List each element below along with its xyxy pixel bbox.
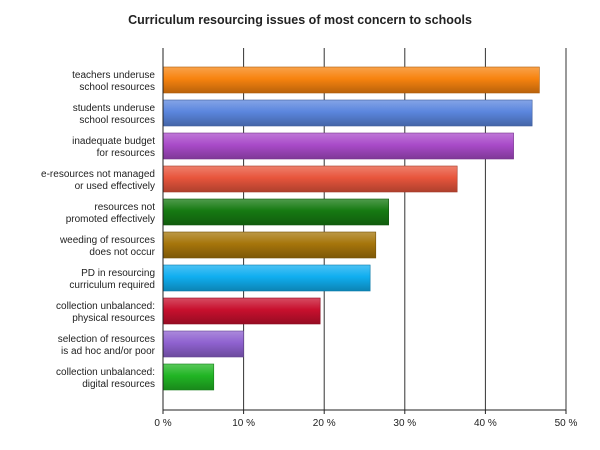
bar xyxy=(162,330,244,358)
x-tick-label: 0 % xyxy=(154,418,171,429)
x-tick-label: 20 % xyxy=(313,418,336,429)
category-label: teachers underuse school resources xyxy=(72,70,155,93)
category-label: e-resources not managed or used effective… xyxy=(41,169,155,192)
bar xyxy=(162,66,540,94)
x-tick-label: 40 % xyxy=(474,418,497,429)
category-label: collection unbalanced: digital resources xyxy=(56,367,155,390)
x-axis-ticks: 0 % 10 % 20 % 30 % 40 % 50 % xyxy=(154,410,578,429)
bar xyxy=(162,198,389,226)
bar xyxy=(162,297,321,325)
bar xyxy=(162,99,533,127)
bar xyxy=(162,363,215,391)
bar xyxy=(162,231,377,259)
category-label: collection unbalanced: physical resources xyxy=(56,301,155,324)
x-tick-label: 30 % xyxy=(393,418,416,429)
bar xyxy=(162,264,371,292)
category-labels: teachers underuse school resources student… xyxy=(41,70,156,390)
x-tick-label: 50 % xyxy=(555,418,578,429)
category-label: weeding of resources does not occur xyxy=(59,235,156,258)
category-label: students underuse school resources xyxy=(73,103,156,126)
bar xyxy=(162,165,458,193)
category-label: selection of resources is ad hoc and/or p… xyxy=(58,334,156,357)
category-label: PD in resourcing curriculum required xyxy=(69,268,155,291)
bar xyxy=(162,132,514,160)
chart-title: Curriculum resourcing issues of most con… xyxy=(128,13,472,27)
x-tick-label: 10 % xyxy=(232,418,255,429)
category-label: resources not promoted effectively xyxy=(66,202,156,225)
bars xyxy=(162,66,540,391)
category-label: inadequate budget for resources xyxy=(72,136,155,159)
